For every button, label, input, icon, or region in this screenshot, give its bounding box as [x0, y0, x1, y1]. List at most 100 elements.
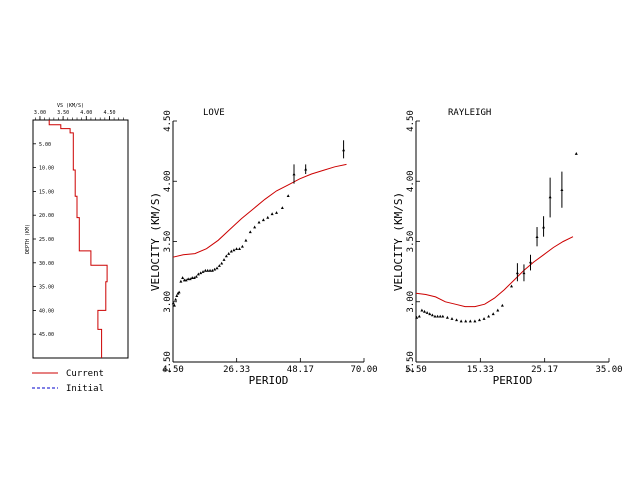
rayleigh-dispersion-panel: 5.50 15.33 25.17 35.00 PERIOD 2.50 3.00 3.50 4.0…	[392, 108, 623, 387]
love-observed-point	[229, 249, 233, 253]
love-observed-point	[186, 277, 190, 281]
rayleigh-y-tick-label: 4.00	[406, 170, 416, 192]
love-x-tick-label: 48.17	[287, 365, 314, 375]
rayleigh-y-tick-label: 2.50	[406, 351, 416, 373]
rayleigh-x-tick-label: 35.00	[595, 365, 622, 375]
love-observed-point	[217, 264, 221, 267]
rayleigh-observed-point	[441, 314, 445, 318]
love-observed-point	[196, 272, 200, 276]
rayleigh-observed-point	[496, 308, 500, 312]
depth-y-axis-label: DEPTH (KM)	[25, 224, 31, 254]
legend-current-label: Current	[66, 369, 104, 379]
depth-x-tick-label: 3.00	[34, 110, 46, 116]
rayleigh-observed-point	[515, 271, 519, 275]
love-observed-point	[210, 268, 214, 272]
love-observed-point	[248, 230, 252, 234]
rayleigh-observed-point	[482, 317, 486, 320]
rayleigh-x-tick-label: 5.50	[405, 365, 427, 375]
love-observed-point	[280, 206, 284, 210]
rayleigh-x-tick-label: 25.17	[531, 365, 558, 375]
love-observed-point	[213, 267, 217, 271]
rayleigh-y-tick-label: 4.50	[406, 110, 416, 132]
depth-y-tick-label: 45.00	[39, 332, 54, 338]
love-observed-point	[286, 194, 290, 198]
love-observed-point	[275, 211, 279, 214]
depth-y-tick-label: 30.00	[39, 261, 54, 267]
depth-x-tick-label: 4.50	[103, 110, 115, 116]
love-observed-point	[304, 167, 308, 171]
love-observed-point	[232, 248, 236, 252]
rayleigh-observed-point	[510, 284, 514, 288]
love-observed-point	[181, 276, 185, 279]
rayleigh-observed-point	[468, 319, 472, 323]
rayleigh-title: RAYLEIGH	[448, 108, 491, 118]
love-y-tick-label: 4.00	[163, 170, 173, 192]
depth-y-tick-label: 5.00	[39, 142, 51, 148]
love-observed-point	[184, 278, 188, 282]
rayleigh-observed-point	[473, 319, 477, 323]
rayleigh-observed-point	[430, 313, 434, 317]
love-observed-point	[177, 290, 181, 294]
rayleigh-x-tick-label: 15.33	[467, 365, 494, 375]
legend: Current Initial	[32, 369, 104, 394]
love-observed-point	[190, 276, 194, 279]
love-observed-point	[179, 279, 183, 283]
rayleigh-observed-point	[535, 235, 539, 238]
rayleigh-observed-point	[574, 152, 578, 155]
rayleigh-observed-point	[436, 314, 440, 318]
rayleigh-observed-point	[450, 317, 454, 320]
love-observed-point	[235, 247, 239, 251]
love-observed-point	[261, 218, 265, 222]
love-observed-point	[244, 238, 248, 242]
legend-initial-label: Initial	[66, 384, 104, 394]
rayleigh-observed-point	[477, 318, 481, 322]
love-x-axis-label: PERIOD	[249, 374, 289, 387]
rayleigh-x-axis-label: PERIOD	[493, 374, 533, 387]
rayleigh-y-tick-label: 3.50	[406, 231, 416, 253]
love-observed-point	[171, 301, 175, 305]
rayleigh-y-axis-label: VELOCITY (KM/S)	[392, 192, 405, 291]
love-observed-point	[201, 270, 205, 273]
love-y-tick-label: 4.50	[163, 110, 173, 132]
depth-y-tick-label: 20.00	[39, 213, 54, 219]
rayleigh-observed-point	[459, 319, 463, 323]
rayleigh-y-tick-label: 3.00	[406, 291, 416, 313]
love-x-tick-label: 4.50	[162, 365, 184, 375]
rayleigh-observed-point	[464, 319, 468, 323]
love-observed-point	[224, 254, 228, 258]
depth-y-tick-label: 10.00	[39, 166, 54, 172]
depth-profile-panel: 3.00 3.50 4.00 4.50 VS (KM/S) 5.00 10.00 15.00 2…	[25, 103, 129, 359]
depth-y-tick-label: 25.00	[39, 237, 54, 243]
love-observed-point	[174, 297, 178, 301]
depth-x-tick-label: 4.00	[80, 110, 92, 116]
love-observed-point	[270, 212, 274, 216]
love-y-tick-label: 3.00	[163, 291, 173, 313]
rayleigh-observed-point	[500, 303, 504, 307]
rayleigh-observed-point	[548, 195, 552, 199]
rayleigh-observed-point	[428, 312, 432, 316]
love-observed-point	[203, 268, 207, 272]
love-observed-point	[192, 276, 196, 279]
rayleigh-observed-point	[487, 314, 491, 318]
love-observed-point	[342, 148, 346, 152]
love-observed-point	[257, 220, 261, 224]
love-observed-point	[220, 261, 224, 265]
rayleigh-observed-point	[445, 315, 449, 319]
love-x-tick-label: 70.00	[350, 365, 377, 375]
depth-y-tick-label: 40.00	[39, 308, 54, 314]
love-observed-point	[292, 172, 296, 176]
love-observed-point	[175, 294, 179, 298]
love-y-axis-label: VELOCITY (KM/S)	[149, 192, 162, 291]
rayleigh-observed-point	[522, 271, 526, 275]
rayleigh-observed-point	[420, 308, 424, 312]
love-observed-point	[208, 268, 212, 272]
love-x-tick-label: 26.33	[223, 365, 250, 375]
love-observed-point	[240, 244, 244, 248]
love-predicted-curve	[172, 163, 347, 258]
rayleigh-predicted-curve	[415, 236, 574, 308]
depth-x-tick-label: 3.50	[57, 110, 69, 116]
love-observed-point	[266, 215, 270, 219]
depth-x-axis-label: VS (KM/S)	[57, 103, 84, 109]
love-y-tick-label: 3.50	[163, 231, 173, 253]
depth-y-tick-label: 15.00	[39, 189, 54, 195]
